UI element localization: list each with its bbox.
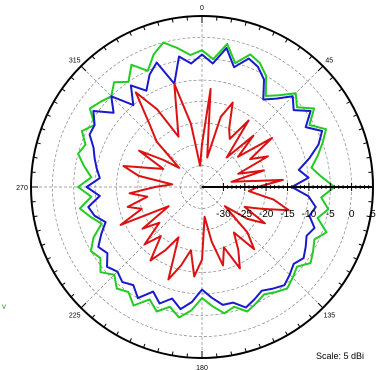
radial-tick-label: -20 [259, 209, 274, 220]
frame-tick [61, 88, 66, 92]
radial-tick-label: -10 [302, 209, 317, 220]
frame-tick [157, 21, 160, 26]
frame-tick [366, 156, 371, 159]
frame-tick [129, 31, 132, 36]
frame-tick [363, 229, 368, 232]
radial-tick-label: 5 [370, 209, 376, 220]
frame-tick [353, 257, 358, 260]
pattern-traces [77, 41, 336, 319]
grid-spoke [201, 65, 324, 188]
frame-tick [363, 142, 368, 145]
frame-tick [297, 46, 301, 51]
frame-tick [317, 65, 324, 72]
frame-tick [116, 38, 119, 43]
frame-tick [329, 76, 334, 81]
frame-tick [143, 26, 146, 31]
frame-tick [171, 351, 174, 356]
grid-spoke [80, 65, 203, 188]
frame-tick [338, 88, 343, 92]
frame-tick [53, 101, 58, 104]
frame-tick [103, 323, 107, 328]
radial-axis: -30 -25 -20 -15 -10 -5 0 5 [202, 183, 376, 220]
side-label: v [2, 302, 6, 311]
frame-tick [41, 243, 46, 246]
radial-tick-label: -25 [238, 209, 253, 220]
frame-tick [70, 76, 75, 81]
grid-spoke [80, 186, 203, 309]
frame-tick [244, 348, 247, 353]
frame-tick [36, 229, 41, 232]
frame-tick [171, 18, 174, 23]
radial-tick-label: -30 [216, 209, 231, 220]
angle-label: 135 [323, 312, 335, 319]
frame-tick [346, 270, 351, 273]
frame-tick [329, 293, 334, 298]
scale-label: Scale: 5 dBi [316, 351, 364, 361]
frame-tick [258, 343, 261, 348]
frame-tick [91, 314, 96, 319]
frame-tick [297, 323, 301, 328]
frame-tick [272, 338, 275, 343]
frame-tick [129, 338, 132, 343]
angle-label: 225 [69, 312, 81, 319]
frame-tick [258, 26, 261, 31]
frame-tick [33, 156, 38, 159]
frame-tick [70, 293, 75, 298]
frame-tick [53, 270, 58, 273]
frame-tick [80, 302, 87, 309]
angle-label: 270 [16, 185, 28, 192]
angle-label: 45 [325, 58, 333, 65]
frame-tick [80, 65, 87, 72]
frame-tick [346, 101, 351, 104]
frame-tick [46, 114, 51, 117]
frame-tick [91, 55, 96, 60]
frame-tick [230, 18, 233, 23]
angle-label: 315 [69, 58, 81, 65]
frame-tick [143, 343, 146, 348]
frame-tick [61, 282, 66, 286]
frame-tick [36, 142, 41, 145]
radial-tick-label: 0 [349, 209, 355, 220]
radial-tick-label: -5 [326, 209, 335, 220]
frame-tick [103, 46, 107, 51]
frame-tick [338, 282, 343, 286]
frame-tick [244, 21, 247, 26]
angle-label: 0 [200, 5, 204, 12]
frame-tick [285, 331, 288, 336]
angle-labels: 04590135180225270315 [16, 5, 335, 370]
frame-tick [116, 331, 119, 336]
frame-tick [230, 351, 233, 356]
trace-middle_trace [85, 47, 324, 311]
frame-tick [41, 128, 46, 131]
frame-tick [366, 215, 371, 218]
frame-tick [358, 128, 363, 131]
radial-tick-label: -15 [280, 209, 295, 220]
frame-tick [272, 31, 275, 36]
frame-tick [308, 55, 313, 60]
frame-tick [358, 243, 363, 246]
frame-tick [353, 114, 358, 117]
frame-tick [157, 348, 160, 353]
frame-tick [33, 215, 38, 218]
frame-tick [46, 257, 51, 260]
grid-spoke [201, 186, 324, 309]
frame-tick [317, 302, 324, 309]
frame-tick [308, 314, 313, 319]
trace-inner_trace [119, 82, 290, 281]
angle-label: 180 [196, 365, 208, 370]
frame-tick [285, 38, 288, 43]
